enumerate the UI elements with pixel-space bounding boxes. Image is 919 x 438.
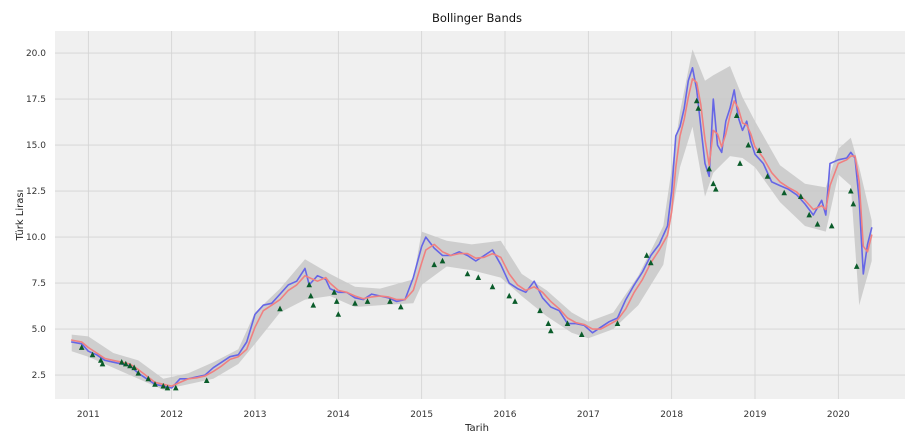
signal-marker (131, 364, 137, 371)
signal-marker (89, 351, 96, 358)
signal-marker (828, 222, 835, 229)
signal-marker (853, 263, 860, 269)
signal-marker (352, 300, 358, 306)
y-tick-label: 5.0 (32, 325, 47, 335)
line-layer (70, 67, 873, 389)
signal-marker (548, 327, 554, 334)
signal-marker (152, 381, 158, 387)
signal-marker (431, 261, 437, 268)
signal-marker (387, 298, 393, 304)
signal-marker (118, 359, 125, 365)
x-tick-label: 2012 (160, 410, 183, 420)
signal-marker (798, 193, 804, 199)
signal-marker (737, 160, 743, 166)
signal-marker (173, 384, 179, 391)
x-tick-label: 2016 (494, 410, 517, 420)
signal-marker (814, 221, 821, 227)
signal-marker (364, 298, 371, 304)
y-tick-label: 20.0 (26, 49, 46, 59)
signal-marker (164, 384, 171, 391)
signal-marker (643, 252, 650, 258)
signal-marker (806, 211, 812, 218)
signal-marker (713, 186, 719, 192)
signal-marker (693, 97, 700, 104)
signal-markers (78, 97, 860, 391)
signal-marker (135, 370, 142, 376)
signal-marker (127, 362, 133, 369)
signal-marker (333, 298, 340, 304)
x-axis-label: Tarih (464, 423, 489, 434)
x-tick-label: 2020 (827, 410, 850, 420)
signal-marker (398, 303, 404, 310)
x-tick-label: 2019 (744, 410, 767, 420)
y-tick-label: 10.0 (26, 233, 46, 243)
signal-marker (756, 147, 762, 153)
x-tick-label: 2015 (410, 410, 433, 420)
signal-marker (203, 377, 210, 383)
signal-marker (308, 292, 314, 299)
x-tick-label: 2011 (77, 410, 100, 420)
signal-marker (564, 320, 571, 326)
signal-marker (78, 344, 85, 350)
signal-marker (335, 311, 342, 317)
price-line (70, 67, 873, 389)
signal-marker (331, 289, 337, 295)
signal-marker (160, 382, 167, 389)
chart-title: Bollinger Bands (432, 11, 522, 25)
tick-labels: 2011 2012 2013 2014 2015 2016 2017 2018 2019 2020… (26, 49, 850, 420)
signal-marker (99, 360, 106, 367)
signal-marker (695, 105, 702, 111)
signal-marker (506, 292, 512, 299)
signal-marker (733, 112, 740, 118)
signal-marker (745, 141, 752, 148)
x-tick-label: 2014 (327, 410, 350, 420)
signal-marker (781, 189, 787, 196)
signal-marker (764, 173, 771, 179)
signal-marker (277, 305, 283, 312)
signal-marker (648, 259, 654, 266)
y-tick-label: 2.5 (32, 371, 46, 381)
signal-marker (848, 187, 854, 194)
signal-marker (545, 320, 552, 326)
x-tick-label: 2013 (244, 410, 267, 420)
plot-area (55, 31, 905, 399)
y-axis-label: Türk Lirası (15, 190, 26, 242)
signal-marker (475, 274, 482, 280)
signal-marker (489, 283, 496, 290)
signal-marker (850, 200, 857, 207)
y-tick-label: 12.5 (26, 187, 46, 197)
signal-marker (464, 270, 471, 277)
signal-marker (710, 180, 717, 187)
y-tick-label: 17.5 (26, 95, 46, 105)
signal-marker (123, 360, 129, 367)
signal-marker (614, 320, 621, 326)
signal-marker (145, 375, 152, 382)
signal-marker (310, 302, 317, 308)
signal-marker (537, 307, 543, 314)
signal-marker (512, 298, 518, 304)
x-tick-label: 2017 (577, 410, 600, 420)
y-tick-label: 15.0 (26, 141, 46, 151)
moving-average-line (70, 78, 873, 387)
signal-marker (439, 257, 446, 264)
signal-marker (578, 331, 585, 337)
signal-marker (306, 281, 312, 288)
signal-marker (706, 165, 712, 172)
x-tick-label: 2018 (660, 410, 683, 420)
y-tick-label: 7.5 (32, 279, 46, 289)
